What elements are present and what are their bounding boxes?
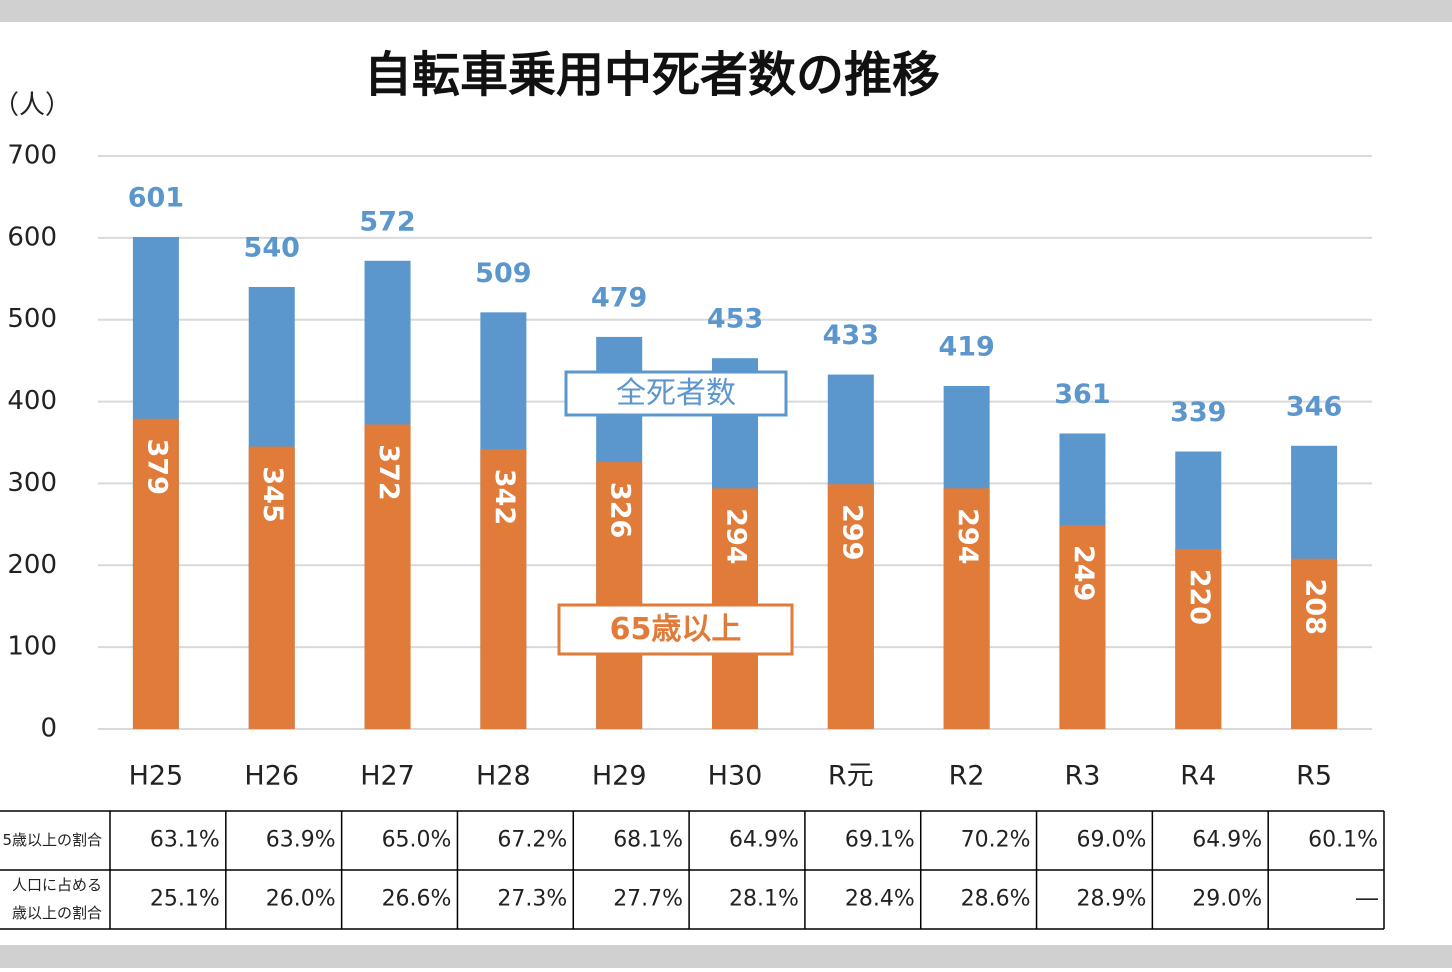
value-label: 345	[257, 466, 288, 522]
bar	[132, 418, 179, 729]
x-tick-label: H29	[592, 761, 647, 792]
bar	[480, 449, 527, 729]
legend-box	[564, 370, 788, 417]
value-label: 294	[952, 508, 983, 564]
value-label: 339	[1170, 397, 1226, 428]
x-tick-label: R元	[828, 761, 874, 792]
x-tick-label: R5	[1296, 761, 1332, 792]
bar	[1291, 558, 1338, 729]
x-tick-label: H28	[476, 761, 531, 792]
value-label: 453	[707, 304, 763, 335]
value-label: 572	[359, 206, 415, 237]
value-label: 479	[591, 282, 647, 313]
value-label: 294	[721, 508, 752, 564]
value-label: 540	[244, 232, 300, 263]
table-cell: 65.0%	[382, 828, 452, 853]
table-cell: ―	[1356, 887, 1378, 912]
chart-title: 自転車乗用中死者数の推移	[364, 47, 940, 103]
table-cell: 27.3%	[497, 887, 567, 912]
table-cell: 26.0%	[266, 887, 336, 912]
table-cell: 63.1%	[150, 828, 220, 853]
x-tick-label: H26	[244, 761, 299, 792]
value-label: 601	[128, 183, 184, 214]
table-cell: 26.6%	[382, 887, 452, 912]
value-label: 299	[836, 504, 867, 560]
row-label: 歳以上の割合	[12, 904, 102, 922]
top-band	[0, 0, 1452, 22]
value-label: 208	[1300, 579, 1331, 635]
table-cell: 64.9%	[1192, 828, 1262, 853]
x-tick-label: H27	[360, 761, 415, 792]
row-label: 人口に占める	[12, 876, 102, 894]
y-tick-label: 600	[7, 222, 57, 252]
table-cell: 67.2%	[497, 828, 567, 853]
table-cell: 63.9%	[266, 828, 336, 853]
bar	[248, 446, 295, 729]
x-tick-label: H25	[129, 761, 184, 792]
row-label: 5歳以上の割合	[2, 831, 102, 849]
table-cell: 29.0%	[1192, 887, 1262, 912]
value-label: 372	[373, 444, 404, 500]
x-tick-label: R3	[1064, 761, 1100, 792]
bottom-band	[0, 945, 1452, 968]
y-axis-label: （人）	[0, 91, 71, 121]
table-cell: 68.1%	[613, 828, 683, 853]
y-tick-label: 500	[7, 304, 57, 334]
legend: 全死者数 65歳以上	[557, 370, 794, 656]
x-tick-label: H30	[708, 761, 763, 792]
table-cell: 28.6%	[961, 887, 1031, 912]
table-cell: 27.7%	[613, 887, 683, 912]
x-tick-label: R4	[1180, 761, 1216, 792]
table: 5歳以上の割合 63.1% 63.9% 65.0% 67.2% 68.1% 64.9% 69.…	[0, 810, 1385, 930]
value-label: 419	[938, 332, 994, 363]
legend-box	[557, 603, 794, 656]
value-label: 249	[1068, 545, 1099, 601]
value-label: 379	[141, 439, 172, 495]
bar	[1059, 525, 1106, 729]
value-label: 342	[489, 469, 520, 525]
table-cell: 25.1%	[150, 887, 220, 912]
table-cell: 69.1%	[845, 828, 915, 853]
y-tick-label: 200	[7, 550, 57, 580]
bar	[943, 488, 990, 729]
bar	[1175, 548, 1222, 729]
table-cell: 64.9%	[729, 828, 799, 853]
table-cell: 28.1%	[729, 887, 799, 912]
bars: H25 601 379 H26 540 345 H27 572 372 H28 509 342 H29 4…	[128, 183, 1343, 792]
bar	[364, 424, 411, 729]
y-tick-label: 100	[7, 632, 57, 662]
value-label: 361	[1054, 379, 1110, 410]
y-tick-label: 0	[40, 714, 57, 744]
table-cell: 70.2%	[961, 828, 1031, 853]
y-tick-label: 300	[7, 468, 57, 498]
legend-label: 全死者数	[616, 376, 736, 411]
table-cell: 28.9%	[1076, 887, 1146, 912]
value-label: 326	[605, 482, 636, 538]
value-label: 433	[823, 320, 879, 351]
table-cell: 28.4%	[845, 887, 915, 912]
bar	[596, 462, 643, 729]
legend-label: 65歳以上	[610, 612, 742, 647]
y-tick-label: 400	[7, 386, 57, 416]
value-label: 346	[1286, 391, 1342, 422]
table-cell: 69.0%	[1076, 828, 1146, 853]
y-tick-label: 700	[7, 141, 57, 171]
x-tick-label: R2	[949, 761, 985, 792]
value-label: 509	[475, 258, 531, 289]
table-cell: 60.1%	[1308, 828, 1378, 853]
bar	[827, 484, 874, 729]
value-label: 220	[1184, 569, 1215, 625]
